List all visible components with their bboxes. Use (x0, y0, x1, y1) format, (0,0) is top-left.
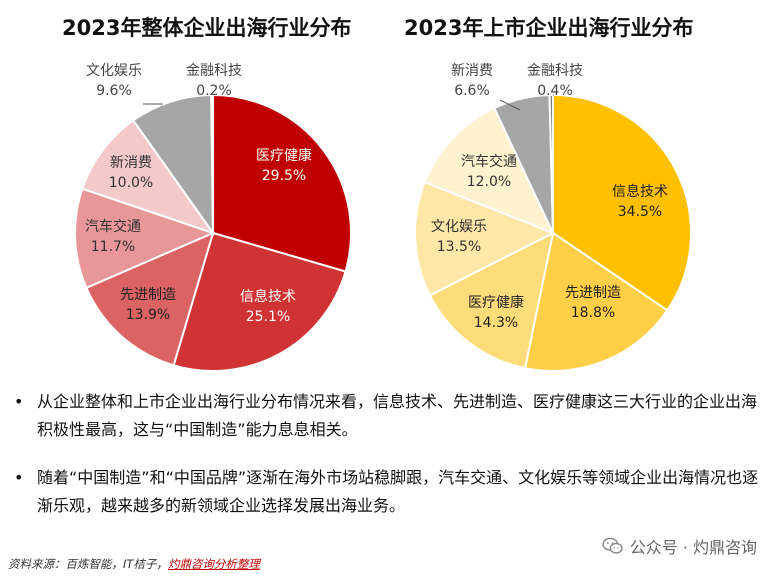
pie-charts: 医疗健康 29.5% 信息技术 25.1% 先进制造 13.9% 汽车交通 11.7% 新消费 1… (74, 63, 692, 372)
pie-slice (74, 187, 216, 290)
slice-value-label: 29.5% (262, 168, 306, 184)
pie-slice (548, 93, 554, 234)
slice-label: 医疗健康 (256, 147, 312, 164)
bullet-text: 从企业整体和上市企业出海行业分布情况来看，信息技术、先进制造、医疗健康这三大行业… (37, 392, 758, 439)
pie-slice (81, 118, 216, 235)
chart-title-listed: 2023年上市企业出海行业分布 (404, 16, 694, 40)
slice-label: 新消费 (110, 155, 152, 171)
slice-label: 汽车交通 (85, 218, 141, 235)
slice-label: 新消费 (451, 63, 493, 79)
chart-title-overall: 2023年整体企业出海行业分布 (62, 16, 352, 40)
pie-slice (131, 93, 215, 237)
bullet-text: 随着“中国制造”和“中国品牌”逐渐在海外市场站稳脚跟，汽车交通、文化娱乐等领域企… (37, 468, 759, 515)
watermark: 公众号 · 灼鼎咨询 (602, 534, 757, 558)
pie-slice (523, 231, 669, 372)
slice-value-label: 18.8% (571, 305, 615, 321)
pie-slice (212, 93, 352, 273)
bullet-list: • 从企业整体和上市企业出海行业分布情况来看，信息技术、先进制造、医疗健康这三大… (12, 388, 762, 520)
slice-label: 文化娱乐 (431, 219, 487, 235)
bullet-symbol: • (14, 392, 24, 411)
slice-label: 先进制造 (565, 285, 621, 301)
bullet-item: • 从企业整体和上市企业出海行业分布情况来看，信息技术、先进制造、医疗健康这三大… (12, 388, 762, 444)
bullet-symbol: • (14, 468, 24, 487)
slice-value-label: 0.4% (537, 83, 573, 99)
slice-value-label: 13.5% (437, 239, 481, 255)
slice-label: 汽车交通 (461, 153, 517, 170)
pie-slice (85, 231, 215, 367)
slice-label: 信息技术 (612, 183, 668, 200)
slice-label: 先进制造 (120, 287, 176, 303)
slice-value-label: 25.1% (246, 309, 290, 325)
slice-value-label: 9.6% (96, 83, 132, 99)
source-prefix: 资料来源：百炼智能，IT桔子， (8, 557, 168, 571)
slice-label: 金融科技 (186, 63, 242, 79)
slice-label: 金融科技 (527, 63, 583, 79)
callout-line (499, 99, 521, 111)
wechat-icon (602, 537, 623, 554)
slice-label: 文化娱乐 (86, 63, 142, 79)
source-highlight: 灼鼎咨询分析整理 (167, 557, 260, 571)
slice-value-label: 34.5% (618, 204, 662, 220)
pie-slice (210, 93, 214, 234)
slice-value-label: 10.0% (109, 175, 153, 191)
slice-value-label: 14.3% (474, 315, 518, 331)
pie-slice (428, 231, 555, 370)
pie-slice (552, 93, 692, 312)
watermark-text: 公众号 · 灼鼎咨询 (629, 538, 757, 557)
bullet-item: • 随着“中国制造”和“中国品牌”逐渐在海外市场站稳脚跟，汽车交通、文化娱乐等领… (12, 464, 762, 520)
source-note: 资料来源：百炼智能，IT桔子，灼鼎咨询分析整理 (8, 556, 260, 572)
slice-label: 医疗健康 (468, 294, 524, 311)
pie-slice (172, 231, 347, 372)
slice-value-label: 0.2% (196, 83, 232, 99)
slice-label: 信息技术 (240, 288, 296, 305)
slice-value-label: 11.7% (91, 239, 135, 255)
slice-value-label: 12.0% (467, 174, 511, 190)
slice-value-label: 13.9% (126, 307, 170, 323)
pie-slice (423, 106, 555, 235)
slice-value-label: 6.6% (454, 83, 490, 99)
pie-slice (414, 180, 556, 297)
